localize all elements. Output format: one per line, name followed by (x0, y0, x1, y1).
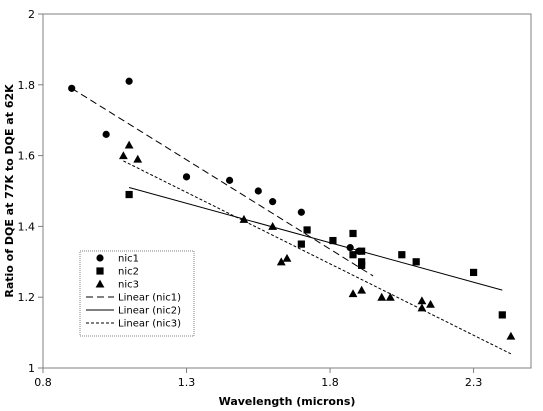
y-axis-title: Ratio of DQE at 77K to DQE at 62K (3, 84, 16, 298)
nic3-point (348, 289, 358, 298)
trendline-3 (123, 160, 512, 355)
x-tick-label: 1.8 (321, 376, 339, 389)
axis-layer: 0.8 1.3 1.8 2.3 1 1.2 1.4 1.6 1.8 2 (18, 8, 483, 389)
legend-label: Linear (nic3) (118, 319, 181, 330)
nic3-point (377, 292, 387, 301)
nic2-point (412, 258, 420, 266)
y-tick-label: 1.4 (18, 220, 36, 233)
nic3-point (276, 257, 286, 266)
nic2-point (469, 268, 478, 277)
nic3-point (417, 303, 427, 312)
nic2-point (358, 247, 366, 255)
nic2-point (349, 251, 357, 259)
nic3-point (239, 214, 249, 223)
y-tick-label: 1.2 (18, 291, 36, 304)
nic1-point (102, 130, 110, 138)
x-axis-title: Wavelength (microns) (219, 395, 356, 408)
legend: nic1 nic2 nic3 Linear (nic1) Linear (nic2) Li… (79, 250, 195, 337)
plot-layer (68, 77, 516, 355)
legend-marker-nic2 (96, 267, 104, 275)
x-tick-label: 0.8 (34, 376, 52, 389)
nic1-point (182, 173, 191, 181)
nic2-point (303, 226, 311, 234)
nic2-point (358, 261, 366, 269)
nic1-point (297, 208, 305, 216)
legend-items: nic1 nic2 nic3 Linear (nic1) Linear (nic2) Li… (86, 254, 181, 330)
nic3-point (124, 140, 134, 149)
x-tick-label: 1.3 (178, 376, 196, 389)
nic3-point (282, 253, 292, 262)
legend-marker-nic3 (95, 279, 105, 288)
nic3-point (417, 296, 427, 305)
nic3-point (118, 151, 128, 160)
nic1-point (254, 187, 262, 195)
y-tick-label: 1.6 (18, 150, 36, 163)
y-tick-label: 2 (28, 8, 35, 21)
legend-box (79, 250, 195, 337)
x-tick-label: 2.3 (465, 376, 483, 389)
nic3-point (506, 331, 516, 340)
nic3-point (426, 299, 435, 308)
nic1-point (346, 244, 354, 252)
nic3-point (133, 154, 143, 163)
legend-label: nic1 (118, 254, 139, 265)
nic3-point (385, 292, 395, 301)
nic1-point (225, 176, 234, 184)
legend-label: nic2 (118, 267, 139, 278)
nic2-point (349, 229, 357, 238)
y-tick-label: 1.8 (18, 79, 36, 92)
nic1-point (269, 198, 277, 206)
trendline-1 (71, 87, 374, 277)
nic2-point (498, 311, 506, 319)
nic2-point (329, 236, 337, 245)
nic2-point (297, 240, 305, 248)
nic2-point (125, 190, 133, 199)
nic1-point (125, 77, 133, 85)
legend-marker-nic1 (96, 254, 104, 262)
legend-label: Linear (nic2) (118, 306, 181, 317)
legend-label: Linear (nic1) (118, 293, 181, 304)
nic2-point (398, 251, 406, 259)
nic1-point (68, 84, 76, 92)
nic3-point (357, 285, 367, 294)
nic3-point (268, 222, 278, 230)
legend-label: nic3 (118, 280, 139, 291)
y-tick-label: 1 (28, 362, 35, 375)
trendline-2 (128, 186, 503, 291)
